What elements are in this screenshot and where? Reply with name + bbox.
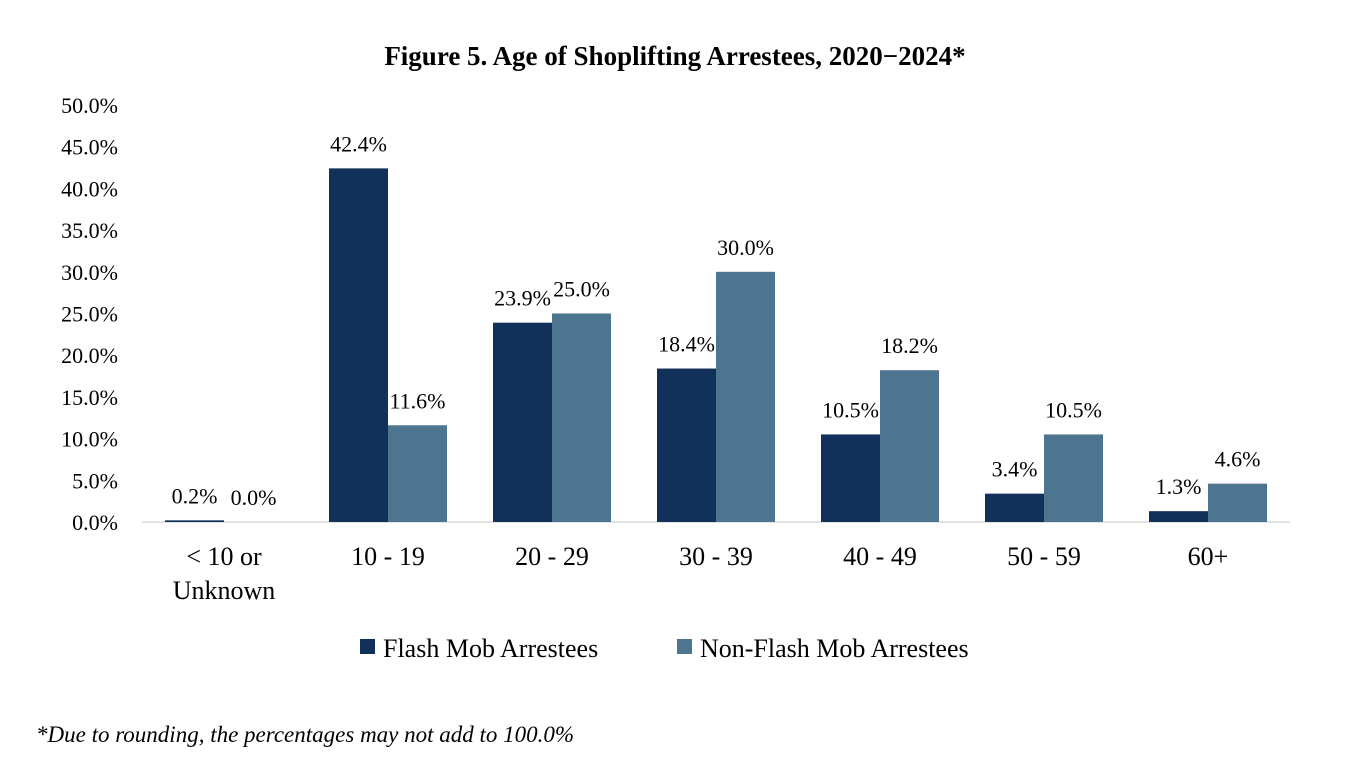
x-tick-label: 40 - 49 [843,542,917,571]
legend: Flash Mob Arrestees Non-Flash Mob Arreste… [360,634,969,663]
data-labels: 0.2% 42.4% 23.9% 18.4% 10.5% 3.4% 1.3% 0.0% 11.6… [172,131,1261,510]
data-label: 25.0% [553,277,610,302]
y-tick-label: 35.0% [61,218,118,243]
y-tick-label: 25.0% [61,302,118,327]
y-tick-label: 50.0% [61,93,118,118]
bar [388,425,447,522]
legend-swatch [677,639,692,654]
legend-label: Flash Mob Arrestees [383,634,598,663]
x-tick-label: 20 - 29 [515,542,589,571]
x-tick-label: Unknown [173,576,276,605]
data-label: 10.5% [822,397,879,422]
bar [329,168,388,522]
y-tick-label: 30.0% [61,260,118,285]
data-label: 11.6% [389,388,445,413]
bar [165,520,224,522]
bar [1149,511,1208,522]
bar [716,271,775,522]
data-label: 18.2% [881,333,938,358]
bar [821,434,880,522]
y-tick-label: 20.0% [61,343,118,368]
data-label: 42.4% [330,131,387,156]
bar [493,322,552,522]
bar [552,313,611,522]
data-label: 3.4% [992,457,1038,482]
legend-swatch [360,639,375,654]
bar [1208,483,1267,522]
y-tick-label: 10.0% [61,427,118,452]
data-label: 10.5% [1045,397,1102,422]
data-label: 30.0% [717,235,774,260]
y-tick-label: 0.0% [72,510,118,535]
y-tick-label: 45.0% [61,135,118,160]
bar [1044,434,1103,522]
y-axis: 0.0% 5.0% 10.0% 15.0% 20.0% 25.0% 30.0% 35.0% 40… [61,93,118,535]
legend-label: Non-Flash Mob Arrestees [700,634,969,663]
bar [657,368,716,522]
x-tick-label: < 10 or [186,542,262,571]
x-tick-label: 50 - 59 [1007,542,1081,571]
x-tick-label: 10 - 19 [351,542,425,571]
chart-title: Figure 5. Age of Shoplifting Arrestees, … [384,41,965,71]
footnote: *Due to rounding, the percentages may no… [36,722,575,747]
y-tick-label: 40.0% [61,176,118,201]
data-label: 0.0% [231,485,277,510]
data-label: 18.4% [658,332,715,357]
x-tick-label: 60+ [1188,542,1229,571]
bar [880,370,939,522]
bars [165,168,1267,522]
data-label: 0.2% [172,483,218,508]
bar [985,493,1044,522]
y-tick-label: 15.0% [61,385,118,410]
x-axis: < 10 or Unknown 10 - 19 20 - 29 30 - 39 40 - … [173,542,1229,605]
data-label: 4.6% [1215,447,1261,472]
data-label: 23.9% [494,286,551,311]
y-tick-label: 5.0% [72,468,118,493]
data-label: 1.3% [1156,474,1202,499]
x-tick-label: 30 - 39 [679,542,753,571]
